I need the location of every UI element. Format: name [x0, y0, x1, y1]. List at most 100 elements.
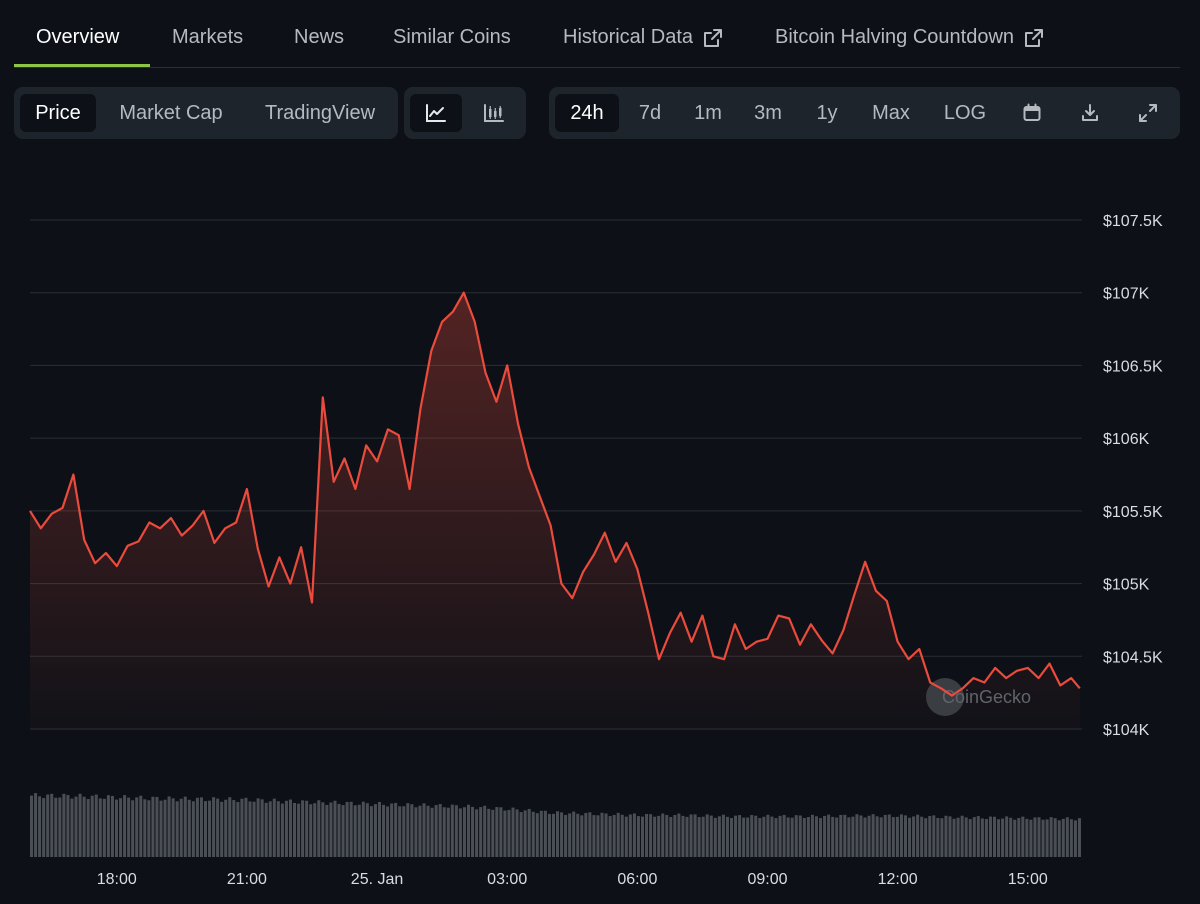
range-label: 7d [638, 101, 662, 124]
volume-bar [948, 816, 952, 857]
volume-bar [394, 802, 398, 857]
volume-bar [875, 816, 879, 857]
tab-historical-data[interactable]: Historical Data [563, 26, 723, 49]
calendar-button[interactable] [1011, 94, 1053, 132]
range-24h-button[interactable]: 24h [555, 94, 619, 132]
volume-bar [665, 814, 669, 857]
external-link-icon [1025, 28, 1044, 47]
volume-bar [337, 803, 341, 857]
volume-bar [944, 815, 948, 857]
volume-bar [543, 810, 547, 857]
market-cap-mode-button[interactable]: Market Cap [106, 94, 236, 132]
volume-bar [859, 815, 863, 857]
volume-bar [475, 809, 479, 857]
download-icon [1082, 104, 1098, 121]
tab-similar-coins[interactable]: Similar Coins [393, 26, 511, 49]
volume-bar [802, 817, 806, 857]
volume-bar [1029, 819, 1033, 857]
volume-bar [86, 798, 90, 857]
range-label: Max [872, 101, 910, 124]
volume-bar [446, 807, 450, 857]
market-cap-mode-label: Market Cap [119, 101, 223, 124]
volume-bar [495, 807, 499, 857]
tab-label: Overview [36, 26, 120, 48]
volume-bar [831, 816, 835, 857]
volume-bar [147, 800, 151, 857]
volume-bar [34, 793, 38, 857]
volume-bar [515, 809, 519, 857]
tab-overview[interactable]: Overview [36, 26, 119, 49]
volume-bar [806, 816, 810, 857]
volume-bar [272, 798, 276, 857]
volume-bar [968, 819, 972, 857]
volume-bar [268, 801, 272, 857]
volume-bar [774, 818, 778, 857]
volume-bar [90, 795, 94, 857]
volume-bar [297, 803, 301, 857]
volume-bar [62, 793, 66, 857]
volume-bar [556, 811, 560, 857]
price-mode-button[interactable]: Price [20, 94, 96, 132]
volume-bar [717, 816, 721, 857]
volume-bar [203, 801, 208, 857]
tab-markets[interactable]: Markets [172, 26, 243, 49]
expand-button[interactable] [1127, 94, 1169, 132]
volume-bar [952, 818, 956, 857]
volume-bar [483, 805, 487, 857]
volume-bar [487, 808, 491, 857]
volume-bar [681, 815, 685, 857]
line-chart-button[interactable] [410, 94, 462, 132]
volume-bar [1033, 817, 1037, 857]
x-tick-label: 15:00 [1008, 871, 1048, 888]
y-tick-label: $106K [1103, 431, 1150, 448]
download-button[interactable] [1069, 94, 1111, 132]
volume-bar [171, 798, 175, 857]
range-max-button[interactable]: Max [861, 94, 921, 132]
price-line[interactable] [29, 291, 1081, 697]
volume-bar [30, 795, 34, 857]
volume-bar [742, 817, 746, 857]
y-tick-label: $107.5K [1103, 213, 1163, 230]
volume-bar [519, 812, 523, 857]
volume-bar [964, 817, 968, 857]
x-tick-label: 06:00 [617, 871, 657, 888]
volume-bar [139, 795, 143, 857]
volume-bar [438, 804, 442, 857]
volume-bar [827, 814, 831, 857]
volume-bar [871, 814, 875, 857]
candlestick-chart-button[interactable] [468, 94, 520, 132]
range-7d-button[interactable]: 7d [627, 94, 673, 132]
range-1m-button[interactable]: 1m [685, 94, 731, 132]
volume-bar [608, 816, 612, 857]
volume-bar [135, 797, 139, 857]
volume-bar [932, 815, 936, 857]
volume-bar [564, 814, 568, 857]
log-scale-button[interactable]: LOG [935, 94, 995, 132]
y-tick-label: $105K [1103, 577, 1150, 594]
volume-bar [414, 807, 418, 857]
volume-bar [345, 801, 349, 857]
volume-bar [685, 816, 689, 857]
volume-bar [851, 816, 855, 857]
volume-bar [908, 817, 912, 857]
y-tick-label: $106.5K [1103, 358, 1163, 375]
volume-bar [353, 805, 357, 857]
tab-news[interactable]: News [294, 26, 344, 49]
volume-bar [632, 813, 636, 857]
volume-bar [382, 804, 386, 857]
volume-bar [972, 817, 976, 857]
x-tick-label: 12:00 [878, 871, 918, 888]
volume-bar [240, 798, 244, 857]
volume-bar [284, 800, 288, 857]
volume-bar [863, 817, 867, 857]
tab-bitcoin-halving-countdown[interactable]: Bitcoin Halving Countdown [775, 26, 1044, 49]
range-3m-button[interactable]: 3m [745, 94, 791, 132]
volume-bar [349, 801, 353, 857]
volume-bar [288, 799, 292, 857]
volume-bar [839, 814, 843, 857]
range-1y-button[interactable]: 1y [805, 94, 849, 132]
tradingview-mode-button[interactable]: TradingView [250, 94, 390, 132]
volume-bar [191, 801, 195, 857]
volume-bar [94, 794, 98, 857]
